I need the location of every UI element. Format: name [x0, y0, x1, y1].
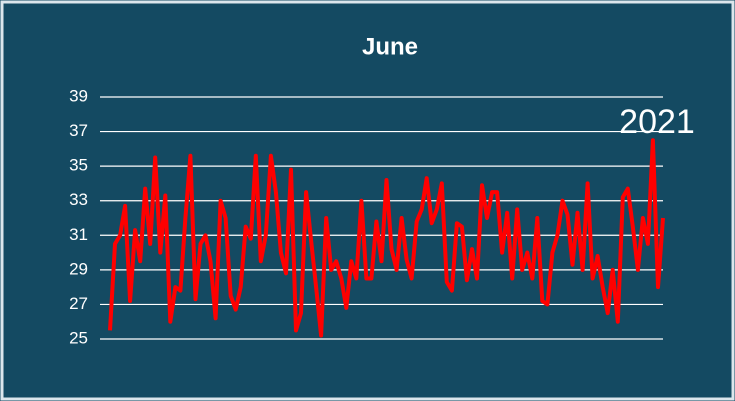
- y-tick-label: 35: [69, 156, 88, 175]
- y-tick-label: 29: [69, 259, 88, 278]
- data-line: [108, 138, 665, 338]
- chart-title: June: [362, 33, 418, 60]
- y-tick-label: 31: [69, 225, 88, 244]
- y-tick-label: 25: [69, 328, 88, 347]
- y-tick-label: 33: [69, 190, 88, 209]
- y-tick-label: 27: [69, 294, 88, 313]
- annotation: 2021: [619, 103, 695, 141]
- y-tick-label: 39: [69, 86, 88, 105]
- y-tick-label: 37: [69, 121, 88, 140]
